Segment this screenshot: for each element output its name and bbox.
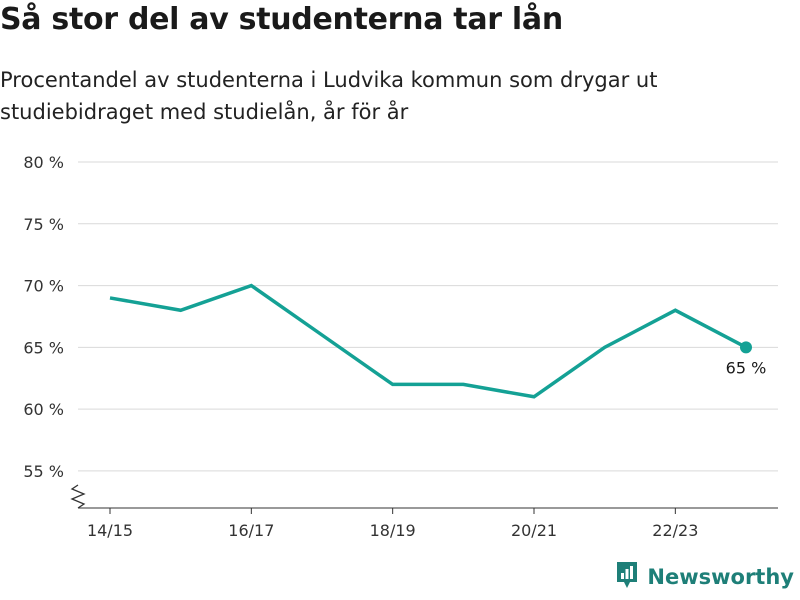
brand-name: Newsworthy bbox=[647, 565, 794, 589]
x-axis bbox=[70, 484, 778, 514]
y-tick-label: 60 % bbox=[23, 400, 64, 419]
y-tick-label: 75 % bbox=[23, 215, 64, 234]
x-axis-tick-labels: 14/15 16/17 18/19 20/21 22/23 bbox=[87, 521, 698, 540]
series-line-group: 65 % bbox=[109, 283, 767, 399]
newsworthy-logo-icon bbox=[615, 560, 639, 594]
chart-title: Så stor del av studenterna tar lån bbox=[0, 2, 563, 37]
y-axis-tick-labels: 55 % 60 % 65 % 70 % 75 % 80 % bbox=[23, 153, 64, 481]
y-tick-label: 65 % bbox=[23, 338, 64, 357]
brand-logo: Newsworthy bbox=[615, 560, 794, 594]
gridlines bbox=[78, 161, 778, 472]
y-tick-label: 70 % bbox=[23, 277, 64, 296]
chart-subtitle: Procentandel av studenterna i Ludvika ko… bbox=[0, 68, 658, 124]
y-tick-label: 80 % bbox=[23, 153, 64, 172]
x-tick-label: 22/23 bbox=[652, 521, 698, 540]
x-tick-label: 18/19 bbox=[370, 521, 416, 540]
x-tick-label: 14/15 bbox=[87, 521, 133, 540]
y-tick-label: 55 % bbox=[23, 462, 64, 481]
last-point-marker bbox=[740, 341, 752, 354]
x-tick-label: 16/17 bbox=[228, 521, 274, 540]
axis-break-icon bbox=[70, 484, 86, 509]
series-line bbox=[109, 283, 747, 399]
last-point-label: 65 % bbox=[726, 358, 767, 377]
x-tick-label: 20/21 bbox=[511, 521, 557, 540]
